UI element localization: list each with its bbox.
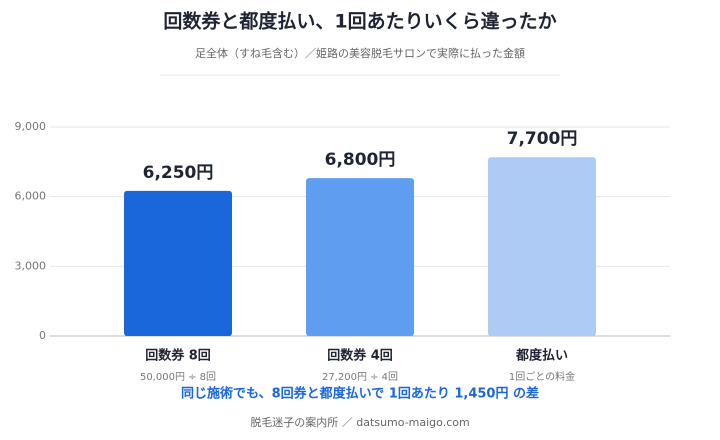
y-tick-label: 6,000	[15, 190, 47, 203]
value-label: 7,700円	[507, 129, 578, 149]
chart-title: 回数券と都度払い、1回あたりいくら違ったか	[163, 10, 556, 33]
bar	[124, 190, 232, 336]
chart-subtitle: 足全体（すね毛含む）／姫路の美容脱毛サロンで実際に払った金額	[195, 46, 525, 60]
category-note: 1回ごとの料金	[509, 370, 575, 383]
value-label: 6,250円	[143, 163, 214, 183]
y-tick-label: 0	[39, 329, 46, 342]
x-tick-label: 都度払い	[515, 348, 568, 364]
annotation: 同じ施術でも、8回券と都度払いで 1回あたり 1,450円 の差	[181, 386, 539, 402]
footer: 脱毛迷子の案内所 ／ datsumo-maigo.com	[250, 415, 469, 429]
category-note: 27,200円 ÷ 4回	[322, 371, 398, 383]
category-note: 50,000円 ÷ 8回	[140, 371, 216, 383]
bar	[488, 157, 596, 336]
y-tick-label: 3,000	[15, 259, 47, 272]
bar	[306, 178, 414, 336]
y-tick-label: 9,000	[15, 120, 47, 133]
x-tick-label: 回数券 4回	[327, 348, 393, 364]
value-label: 6,800円	[325, 150, 396, 170]
x-tick-label: 回数券 8回	[145, 348, 211, 364]
